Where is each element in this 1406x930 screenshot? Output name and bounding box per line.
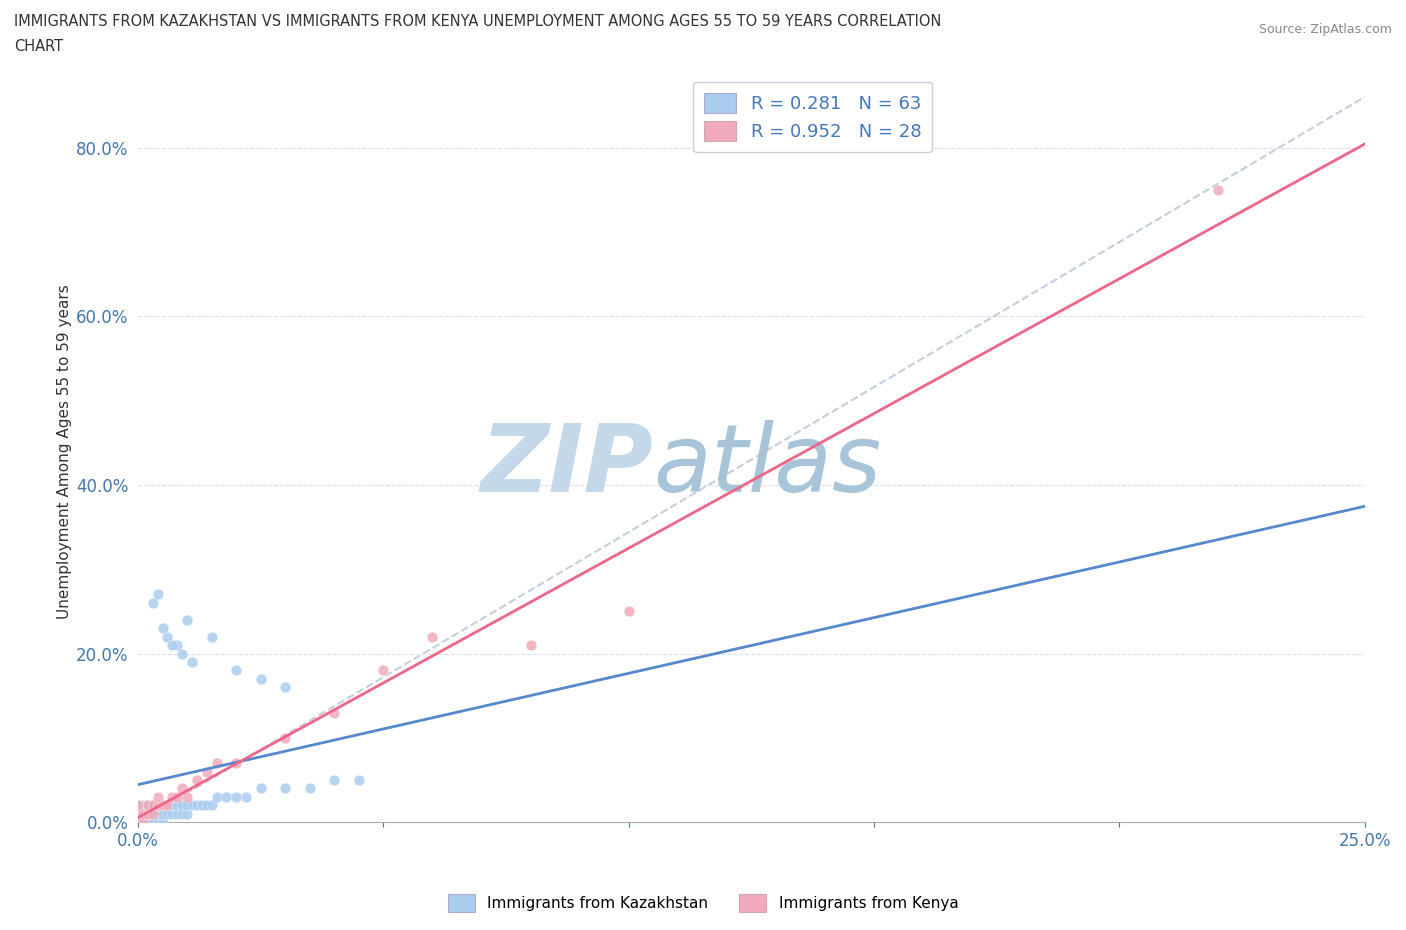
Point (142, 806, 165, 821)
Point (422, 630, 444, 644)
Point (152, 621, 174, 636)
Point (146, 798, 169, 813)
Point (152, 815, 174, 830)
Point (373, 663, 395, 678)
Point (162, 790, 184, 804)
Point (201, 630, 224, 644)
Text: CHART: CHART (14, 39, 63, 54)
Point (127, 798, 149, 813)
Legend: R = 0.281   N = 63, R = 0.952   N = 28: R = 0.281 N = 63, R = 0.952 N = 28 (693, 82, 932, 153)
Point (274, 730, 297, 745)
Point (172, 781, 194, 796)
Point (215, 790, 238, 804)
Point (132, 806, 155, 821)
Point (146, 806, 169, 821)
Point (152, 798, 174, 813)
Point (1206, 182, 1229, 197)
Point (127, 798, 149, 813)
Point (136, 806, 159, 821)
Point (136, 806, 159, 821)
Point (127, 806, 149, 821)
Point (132, 806, 155, 821)
Point (186, 798, 208, 813)
Point (176, 612, 198, 627)
Point (347, 773, 370, 788)
Point (191, 798, 214, 813)
Y-axis label: Unemployment Among Ages 55 to 59 years: Unemployment Among Ages 55 to 59 years (58, 284, 72, 618)
Point (127, 806, 149, 821)
Point (181, 798, 204, 813)
Point (172, 798, 194, 813)
Point (142, 595, 165, 610)
Point (225, 790, 247, 804)
Point (146, 815, 169, 830)
Point (127, 798, 149, 813)
Point (274, 781, 297, 796)
Point (132, 798, 155, 813)
Point (156, 806, 179, 821)
Point (274, 680, 297, 695)
Point (323, 705, 346, 720)
Point (225, 663, 247, 678)
Point (156, 798, 179, 813)
Point (181, 655, 204, 670)
Point (166, 798, 188, 813)
Point (172, 806, 194, 821)
Point (127, 806, 149, 821)
Point (166, 638, 188, 653)
Point (235, 790, 257, 804)
Point (136, 798, 159, 813)
Point (519, 638, 541, 653)
Point (166, 806, 188, 821)
Point (132, 815, 155, 830)
Point (132, 815, 155, 830)
Point (186, 773, 208, 788)
Point (195, 764, 218, 779)
Point (127, 815, 149, 830)
Point (142, 806, 165, 821)
Point (152, 806, 174, 821)
Point (172, 646, 194, 661)
Text: ZIP: ZIP (481, 420, 654, 512)
Point (298, 781, 321, 796)
Point (146, 790, 169, 804)
Point (323, 773, 346, 788)
Point (142, 798, 165, 813)
Point (142, 815, 165, 830)
Point (205, 756, 228, 771)
Legend: Immigrants from Kazakhstan, Immigrants from Kenya: Immigrants from Kazakhstan, Immigrants f… (441, 888, 965, 918)
Point (162, 806, 184, 821)
Text: atlas: atlas (654, 420, 882, 512)
Point (176, 798, 198, 813)
Point (166, 790, 188, 804)
Point (205, 790, 228, 804)
Point (249, 781, 271, 796)
Point (225, 756, 247, 771)
Point (146, 587, 169, 602)
Point (176, 790, 198, 804)
Point (156, 630, 179, 644)
Point (146, 798, 169, 813)
Point (156, 798, 179, 813)
Point (132, 806, 155, 821)
Text: IMMIGRANTS FROM KAZAKHSTAN VS IMMIGRANTS FROM KENYA UNEMPLOYMENT AMONG AGES 55 T: IMMIGRANTS FROM KAZAKHSTAN VS IMMIGRANTS… (14, 14, 942, 29)
Point (142, 798, 165, 813)
Point (127, 815, 149, 830)
Point (136, 806, 159, 821)
Text: Source: ZipAtlas.com: Source: ZipAtlas.com (1258, 23, 1392, 36)
Point (201, 798, 224, 813)
Point (127, 815, 149, 830)
Point (142, 806, 165, 821)
Point (617, 604, 640, 618)
Point (195, 798, 218, 813)
Point (136, 798, 159, 813)
Point (162, 638, 184, 653)
Point (127, 806, 149, 821)
Point (152, 798, 174, 813)
Point (162, 798, 184, 813)
Point (136, 815, 159, 830)
Point (132, 815, 155, 830)
Point (176, 806, 198, 821)
Point (249, 671, 271, 686)
